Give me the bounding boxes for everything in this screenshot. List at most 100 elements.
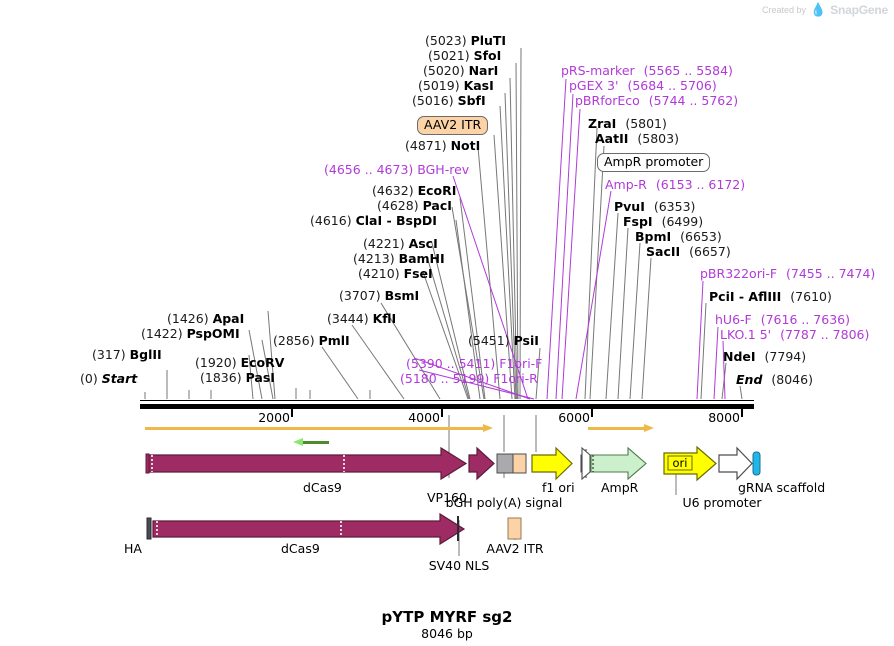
enzyme-label-sbfi[interactable]: (5016) SbfI [412,94,486,107]
primer-arrow-forward-1[interactable] [145,424,493,433]
enzyme-label-ecori[interactable]: (4632) EcoRI [372,184,456,197]
enzyme-position: (5020) [423,63,465,78]
enzyme-label-zrai[interactable]: ZraI (5801) [588,117,667,130]
snapgene-watermark: Created by 💧 SnapGene [762,2,888,18]
enzyme-label-bglii[interactable]: (317) BglII [92,348,162,361]
primer-name: pRS-marker [561,63,635,78]
enzyme-label-nari[interactable]: (5020) NarI [423,64,498,77]
enzyme-label-sfoi[interactable]: (5021) SfoI [428,49,501,62]
primer-label-pgex-3prime[interactable]: pGEX 3' (5684 .. 5706) [569,79,717,92]
primer-label-amp-r[interactable]: Amp-R (6153 .. 6172) [605,178,745,191]
ruler-tick-4000 [441,409,443,417]
enzyme-position: (1836) [200,370,242,385]
enzyme-label-pvui[interactable]: PvuI (6353) [614,200,695,213]
enzyme-label-paci[interactable]: (4628) PacI [377,199,452,212]
feature-ori: ori [663,446,717,482]
feature-label-aav2-itr[interactable]: AAV2 ITR [417,116,489,135]
enzyme-label-clai-bspdi[interactable]: (4616) ClaI - BspDI [310,214,437,227]
primer-name: hU6-F [715,312,752,327]
primer-arrow-reverse-1[interactable] [293,438,329,447]
enzyme-name: PciI - AflIII [709,289,782,304]
enzyme-name: NotI [450,138,481,153]
feature-name-vp160: VP160 [427,490,467,505]
primer-label-f1ori-r[interactable]: (5180 .. 5199) F1ori-R [400,372,538,385]
enzyme-name: PluTI [470,33,507,48]
enzyme-label-pspomi[interactable]: (1422) PspOMI [141,327,240,340]
feature-name-ha: HA [124,541,142,556]
enzyme-label-aatii[interactable]: AatII (5803) [595,132,679,145]
ruler-tick-label-6000: 6000 [558,410,590,425]
feature-label-ampr-promoter[interactable]: AmpR promoter [597,153,711,172]
enzyme-position: (6499) [661,214,704,229]
enzyme-label-apai[interactable]: (1426) ApaI [167,312,244,325]
enzyme-label-kfli[interactable]: (3444) KflI [327,312,396,325]
enzyme-position: (5016) [412,93,454,108]
enzyme-name: BglII [129,347,162,362]
ruler-tick-label-8000: 8000 [708,410,740,425]
feature-ha-tag [146,517,152,540]
enzyme-position: (4213) [353,251,395,266]
enzyme-label-psii[interactable]: (5451) PsiI [468,334,539,347]
enzyme-label-bpmi[interactable]: BpmI (6653) [635,230,722,243]
label-start[interactable]: (0) Start [80,372,137,385]
primer-range: (5180 .. 5199) [400,371,490,386]
enzyme-label-noti[interactable]: (4871) NotI [405,139,480,152]
primer-label-lko1-5prime[interactable]: LKO.1 5' (7787 .. 7806) [720,328,869,341]
enzyme-name: EcoRV [240,355,285,370]
ruler-bar[interactable] [140,404,754,409]
enzyme-label-plutI[interactable]: (5023) PluTI [425,34,506,47]
ruler-tick-8000 [741,409,743,417]
enzyme-label-pcii-afliii[interactable]: PciI - AflIII (7610) [709,290,832,303]
enzyme-position: (4221) [363,236,405,251]
enzyme-name: EcoRI [417,183,457,198]
enzyme-name: ApaI [212,311,245,326]
arrow-shaft [588,427,645,430]
enzyme-name: SbfI [457,93,486,108]
primer-label-bgh-rev[interactable]: (4656 .. 4673) BGH-rev [324,163,469,176]
feature-dcas9-row1 [145,446,468,481]
primer-range: (5565 .. 5584) [643,63,733,78]
plasmid-title: pYTP MYRF sg2 [381,608,513,626]
feature-bgh-polya [496,453,527,474]
feature-dcas9-row2 [152,512,466,546]
ruler-tick-6000 [591,409,593,417]
primer-label-pbrforeco[interactable]: pBRforEco (5744 .. 5762) [575,94,738,107]
enzyme-label-bsmi[interactable]: (3707) BsmI [339,289,419,302]
primer-label-prs-marker[interactable]: pRS-marker (5565 .. 5584) [561,64,733,77]
plasmid-length: 8046 bp [421,626,473,641]
enzyme-position: (7610) [790,289,832,304]
enzyme-label-fsei[interactable]: (4210) FseI [358,267,433,280]
ruler-tick-label-4000: 4000 [408,410,440,425]
enzyme-label-pasi[interactable]: (1836) PasI [200,371,275,384]
water-drop-icon: 💧 [810,2,827,17]
arrow-shaft [145,427,484,430]
enzyme-position: (317) [92,347,126,362]
enzyme-label-fspi[interactable]: FspI (6499) [623,215,703,228]
enzyme-label-kasi[interactable]: (5019) KasI [418,79,494,92]
feature-u6-promoter [718,446,753,481]
feature-track-row1: ori [145,446,761,482]
enzyme-name: PmlI [318,333,350,348]
primer-label-pbr322ori-f[interactable]: pBR322ori-F (7455 .. 7474) [700,267,875,280]
enzyme-label-pmli[interactable]: (2856) PmlI [273,334,350,347]
primer-arrow-forward-2[interactable] [588,424,654,433]
enzyme-label-ecorv[interactable]: (1920) EcoRV [195,356,284,369]
primer-name: LKO.1 5' [720,327,772,342]
enzyme-label-asci[interactable]: (4221) AscI [363,237,438,250]
enzyme-label-sacii[interactable]: SacII (6657) [646,245,731,258]
enzyme-name: KflI [372,311,397,326]
primer-label-f1ori-f[interactable]: (5390 .. 5411) F1ori-F [406,357,542,370]
primer-label-hu6-f[interactable]: hU6-F (7616 .. 7636) [715,313,850,326]
label-end[interactable]: End (8046) [736,373,813,386]
enzyme-label-bamhi[interactable]: (4213) BamHI [353,252,445,265]
feature-name-ampr: AmpR [601,480,639,495]
enzyme-label-ndei[interactable]: NdeI (7794) [723,350,806,363]
feature-name-bgh-polya: bGH poly(A) signal [445,495,563,510]
enzyme-name: SacII [646,244,681,259]
enzyme-position: (5019) [418,78,460,93]
feature-sv40-nls [457,516,459,541]
enzyme-position: (3444) [327,311,369,326]
enzyme-position: (5023) [425,33,467,48]
primer-name: pBR322ori-F [700,266,778,281]
enzyme-position: (8046) [771,372,813,387]
